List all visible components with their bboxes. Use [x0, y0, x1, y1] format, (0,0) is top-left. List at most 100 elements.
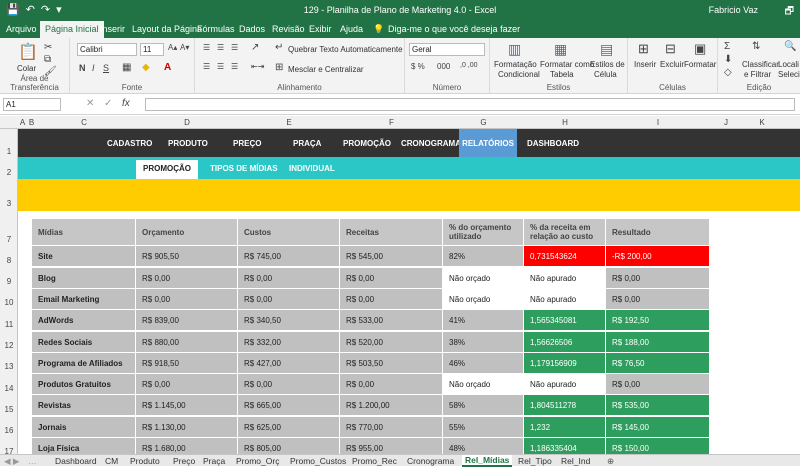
data-cell[interactable]: 38% [443, 332, 524, 353]
sheet-tab[interactable]: Produto [130, 456, 160, 466]
header-cell[interactable]: Mídias [32, 219, 136, 246]
sheet-tab[interactable]: CM [105, 456, 119, 466]
row-header[interactable]: 17 [4, 447, 14, 456]
row-header[interactable]: 3 [6, 199, 12, 208]
tab-scroll-left-icon[interactable]: ◀ ▶ [4, 456, 20, 466]
row-header[interactable]: 16 [4, 426, 14, 435]
subnav-tipos-midias[interactable]: TIPOS DE MÍDIAS [210, 164, 278, 173]
media-name-cell[interactable]: Site [32, 246, 136, 267]
delete-cells-icon[interactable]: ⊟ [665, 41, 676, 56]
column-header[interactable]: A [19, 118, 26, 127]
formula-input[interactable] [145, 98, 795, 111]
column-header[interactable]: J [724, 118, 728, 127]
row-header[interactable]: 14 [4, 384, 14, 393]
header-cell[interactable]: % do orçamento utilizado [443, 219, 524, 246]
find-select-icon[interactable]: 🔍 [784, 41, 797, 52]
font-size-select[interactable]: 11 [140, 43, 164, 56]
column-header[interactable]: B [28, 118, 35, 127]
column-header[interactable]: K [759, 118, 765, 127]
insert-function-icon[interactable]: fx [122, 98, 130, 109]
media-name-cell[interactable]: Blog [32, 268, 136, 289]
find-select-button[interactable]: Locali [778, 60, 799, 69]
cancel-icon[interactable]: ✕ [86, 98, 95, 109]
row-header[interactable]: 2 [6, 168, 12, 177]
nav-relatorios[interactable]: RELATÓRIOS [459, 129, 517, 157]
delete-cells-button[interactable]: Excluir [660, 60, 685, 69]
media-name-cell[interactable]: Email Marketing [32, 289, 136, 310]
data-cell[interactable]: R$ 0,00 [606, 268, 710, 289]
data-cell[interactable]: Não orçado [443, 289, 524, 310]
data-cell[interactable]: Não apurado [524, 374, 606, 395]
subnav-individual[interactable]: INDIVIDUAL [289, 164, 335, 173]
data-cell[interactable]: R$ 535,00 [606, 395, 710, 416]
data-cell[interactable]: R$ 770,00 [340, 417, 443, 438]
name-box[interactable]: A1 [3, 98, 61, 111]
copy-icon[interactable]: ⧉ [44, 54, 52, 65]
tab-more-icon[interactable]: … [28, 456, 37, 466]
header-cell[interactable]: Resultado [606, 219, 710, 246]
fill-icon[interactable]: ⬇ [724, 54, 733, 65]
wrap-text-icon[interactable]: ↵ [275, 42, 284, 53]
number-format-select[interactable]: Geral [409, 43, 485, 56]
data-cell[interactable]: 1,232 [524, 417, 606, 438]
wrap-text-button[interactable]: Quebrar Texto Automaticamente [288, 45, 403, 54]
tab-inserir[interactable]: Inserir [100, 24, 126, 34]
orientation-icon[interactable]: ↗ [251, 42, 260, 53]
media-name-cell[interactable]: Produtos Gratuitos [32, 374, 136, 395]
nav-produto[interactable]: PRODUTO [168, 139, 208, 148]
data-cell[interactable]: R$ 503,50 [340, 353, 443, 374]
sheet-tab[interactable]: Promo_Orç [236, 456, 280, 466]
sheet-tab[interactable]: Cronograma [407, 456, 455, 466]
row-header[interactable]: 7 [6, 235, 12, 244]
paste-button[interactable]: Colar [17, 64, 37, 73]
data-cell[interactable]: R$ 839,00 [136, 310, 238, 331]
nav-promocao[interactable]: PROMOÇÃO [343, 139, 391, 148]
format-table-button-2[interactable]: Tabela [550, 70, 574, 79]
sheet-tab[interactable]: Praça [203, 456, 226, 466]
align-left-icon[interactable]: ☰ [203, 62, 211, 71]
data-cell[interactable]: 1,179156909 [524, 353, 606, 374]
header-cell[interactable]: Receitas [340, 219, 443, 246]
data-cell[interactable]: R$ 0,00 [238, 289, 340, 310]
data-cell[interactable]: R$ 0,00 [136, 268, 238, 289]
column-header[interactable]: C [81, 118, 87, 127]
quick-access-toolbar[interactable]: 💾↶↷▾ [6, 4, 68, 16]
tab-formulas[interactable]: Fórmulas [197, 24, 235, 34]
media-name-cell[interactable]: AdWords [32, 310, 136, 331]
decimal-icon[interactable]: ,0 ,00 [460, 62, 478, 69]
data-cell[interactable]: R$ 880,00 [136, 332, 238, 353]
data-cell[interactable]: R$ 188,00 [606, 332, 710, 353]
grow-font-icon[interactable]: A▴ [168, 43, 178, 52]
tab-revisao[interactable]: Revisão [272, 24, 305, 34]
data-cell[interactable]: R$ 665,00 [238, 395, 340, 416]
column-header[interactable]: D [184, 118, 190, 127]
clear-icon[interactable]: ◇ [724, 67, 732, 78]
data-cell[interactable]: 1,804511278 [524, 395, 606, 416]
data-cell[interactable]: 58% [443, 395, 524, 416]
data-cell[interactable]: 1,186335404 [524, 438, 606, 454]
column-header[interactable]: E [286, 118, 292, 127]
paste-icon[interactable]: 📋 [18, 44, 38, 61]
currency-icon[interactable]: $ % [411, 62, 425, 71]
sheet-tab[interactable]: Rel_Ind [561, 456, 591, 466]
tab-pagina-inicial[interactable]: Página Inicial [40, 21, 104, 38]
column-header[interactable]: F [389, 118, 394, 127]
font-color-icon[interactable]: A [164, 62, 172, 73]
align-bottom-icon[interactable]: ☰ [231, 43, 239, 52]
data-cell[interactable]: R$ 0,00 [238, 374, 340, 395]
tab-ajuda[interactable]: Ajuda [340, 24, 364, 34]
data-cell[interactable]: R$ 0,00 [238, 268, 340, 289]
insert-cells-icon[interactable]: ⊞ [638, 41, 649, 56]
data-cell[interactable]: R$ 0,00 [136, 289, 238, 310]
data-cell[interactable]: 1,56626506 [524, 332, 606, 353]
data-cell[interactable]: R$ 145,00 [606, 417, 710, 438]
header-cell[interactable]: % da receita em relação ao custo [524, 219, 606, 246]
row-header[interactable]: 1 [6, 147, 12, 156]
sheet-tab[interactable]: Preço [173, 456, 196, 466]
data-cell[interactable]: R$ 0,00 [606, 289, 710, 310]
align-right-icon[interactable]: ☰ [231, 62, 239, 71]
merge-center-button[interactable]: Mesclar e Centralizar [288, 65, 364, 74]
media-name-cell[interactable]: Redes Sociais [32, 332, 136, 353]
enter-icon[interactable]: ✓ [104, 98, 113, 109]
sheet-tab[interactable]: Promo_Rec [352, 456, 397, 466]
